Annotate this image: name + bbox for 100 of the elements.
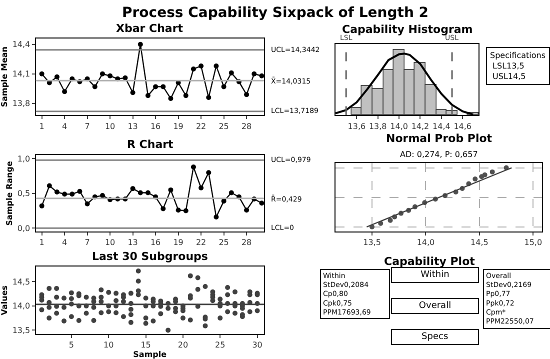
point [198, 64, 204, 69]
text: Within [420, 270, 450, 280]
point [221, 198, 226, 204]
x-tick-label: 10 [104, 340, 114, 350]
point [39, 203, 44, 208]
point [490, 169, 495, 174]
x-axis-title: Sample [133, 350, 168, 359]
y-tick-label: 1,0 [17, 154, 30, 164]
x-tick-label: 16 [150, 122, 161, 131]
x-tick-label: 28 [241, 122, 252, 131]
chart-title: Capability Histogram [342, 23, 473, 36]
x-tick-label: 1 [39, 238, 44, 248]
x-tick-label: 7 [84, 238, 90, 248]
point [92, 84, 98, 90]
point [244, 92, 250, 98]
point [46, 183, 52, 188]
x-tick-label: 14,5 [470, 238, 488, 248]
point [77, 188, 82, 194]
x-tick-label: 13,8 [368, 122, 387, 131]
chart-title: Last 30 Subgroups [92, 250, 208, 263]
y-tick-label: 14,5 [12, 277, 30, 286]
point [54, 74, 60, 80]
point [153, 84, 158, 90]
y-tick-label: 0,0 [17, 224, 30, 233]
x-tick-label: 25 [218, 122, 229, 131]
point [183, 208, 188, 214]
x-tick-label: 14,6 [454, 122, 472, 131]
x-tick-label: 25 [215, 340, 226, 350]
point [259, 200, 264, 206]
point [145, 190, 150, 196]
y-axis-title: Sample Range [5, 160, 14, 226]
x-tick-label: 22 [196, 238, 206, 248]
y-axis-title: Values [0, 285, 10, 316]
point [252, 71, 257, 76]
x-tick-label: 14,4 [432, 122, 450, 131]
point [168, 96, 174, 102]
x-tick-label: 14,2 [411, 122, 430, 131]
point [62, 192, 68, 197]
x-tick-label: 25 [218, 238, 229, 248]
point [228, 70, 234, 76]
point [130, 90, 136, 96]
point [214, 214, 219, 220]
point [100, 71, 105, 76]
x-tick-label: 15 [140, 340, 151, 350]
y-tick-label: 13,8 [12, 99, 30, 108]
point [388, 218, 393, 223]
point [62, 89, 68, 94]
y-tick-label: 14,0 [12, 302, 30, 311]
chart-title: R Chart [127, 138, 174, 151]
y-tick-label: 0,5 [17, 189, 30, 198]
chart-title: Normal Prob Plot [386, 132, 492, 145]
text: Specifications LSL13,5 USL14,5 [490, 51, 546, 81]
x-tick-label: 4 [62, 122, 68, 131]
chart-subtitle: AD: 0,274, P: 0,657 [400, 150, 478, 159]
point [39, 71, 44, 76]
y-axis-title: Sample Mean [0, 46, 10, 108]
point [206, 95, 212, 100]
point [160, 84, 166, 90]
x-tick-label: 22 [196, 122, 206, 131]
x-tick-label: 16 [150, 238, 161, 248]
x-tick-label: 19 [173, 122, 184, 131]
point [206, 170, 212, 176]
point [244, 208, 250, 213]
point [228, 190, 234, 196]
x-tick-label: 15,0 [524, 238, 542, 248]
point [108, 73, 113, 78]
point [190, 66, 196, 72]
point [84, 201, 90, 206]
x-tick-label: 13,5 [363, 238, 381, 248]
point [190, 164, 196, 170]
x-tick-label: 13 [128, 238, 138, 248]
y-tick-label: 13,5 [12, 326, 30, 335]
point [176, 208, 181, 213]
x-tick-label: 7 [84, 122, 90, 131]
chart-title: Xbar Chart [116, 22, 184, 35]
text: Overall [418, 301, 452, 311]
point [100, 193, 105, 198]
point [472, 176, 478, 182]
x-tick-label: 10 [104, 122, 116, 131]
point [70, 192, 75, 197]
point [198, 185, 204, 190]
text: Process Capability Sixpack of Length 2 [122, 5, 429, 21]
point [145, 93, 150, 98]
x-tick-label: 13 [128, 122, 138, 131]
point [138, 42, 143, 47]
point [259, 73, 264, 78]
x-tick-label: 30 [252, 340, 262, 350]
text: Specs [422, 332, 448, 342]
point [160, 206, 166, 212]
x-tick-label: 4 [62, 238, 68, 248]
point [130, 186, 136, 192]
x-tick-label: 14,0 [390, 122, 408, 131]
y-tick-label: 14,4 [12, 40, 30, 50]
point [122, 75, 128, 80]
point [168, 187, 174, 192]
x-tick-label: 5 [68, 340, 74, 350]
x-tick-label: 13,6 [348, 122, 366, 131]
x-tick-label: 20 [178, 340, 188, 350]
x-tick-label: 19 [173, 238, 184, 248]
point [482, 172, 488, 178]
